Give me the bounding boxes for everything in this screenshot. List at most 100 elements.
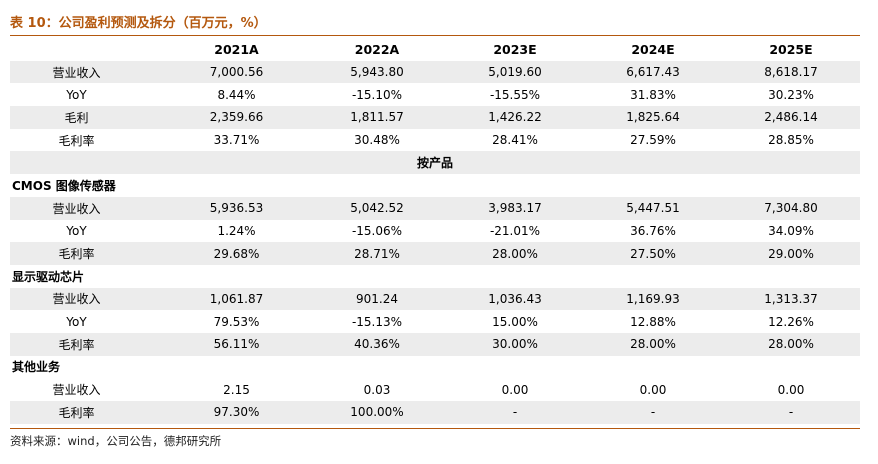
- table-cell: 0.00: [639, 382, 667, 397]
- table-cell: 97.30%: [165, 401, 308, 424]
- header-cell-2021A: 2021A: [214, 41, 259, 57]
- section-row-display-driver: 显示驱动芯片: [10, 265, 860, 288]
- table-cell: 28.00%: [722, 332, 860, 356]
- row-label: YoY: [66, 223, 87, 238]
- table-cell: 1.24%: [217, 223, 256, 238]
- table-cell: 56.11%: [165, 332, 308, 356]
- table-cell: 0.00: [501, 382, 529, 397]
- row-label: 营业收入: [52, 383, 101, 398]
- table-cell: 5,042.52: [308, 196, 446, 220]
- header-cell-2022A: 2022A: [354, 41, 400, 57]
- table-cell: 30.48%: [354, 133, 400, 148]
- table-cell: 27.50%: [584, 242, 722, 265]
- section-row-by-product: 按产品: [10, 151, 860, 175]
- table-cell: -15.06%: [351, 223, 403, 238]
- table-cell: 8,618.17: [722, 60, 860, 84]
- table-cell: 7,000.56: [165, 60, 308, 84]
- table-title: 表 10：公司盈利预测及拆分（百万元，%）: [10, 16, 267, 31]
- table-cell: 3,983.17: [446, 196, 584, 220]
- table-row: 毛利率 56.11% 40.36% 30.00% 28.00% 28.00%: [10, 332, 860, 356]
- table-cell: 0.03: [363, 382, 391, 397]
- table-cell: -21.01%: [489, 223, 541, 238]
- table-cell: 28.85%: [768, 133, 814, 148]
- row-label: 毛利率: [58, 133, 95, 148]
- section-row-other: 其他业务: [10, 356, 860, 379]
- forecast-table: 2021A 2022A 2023E 2024E 2025E 营业收入 7,000…: [10, 38, 860, 424]
- table-cell: 1,811.57: [308, 106, 446, 129]
- table-cell: 29.68%: [165, 242, 308, 265]
- row-label: 营业收入: [10, 60, 165, 84]
- table-row: 营业收入 2.15 0.03 0.00 0.00 0.00: [10, 378, 860, 401]
- table-row: 毛利率 29.68% 28.71% 28.00% 27.50% 29.00%: [10, 242, 860, 265]
- table-cell: 12.26%: [768, 314, 814, 329]
- table-cell: 27.59%: [630, 133, 676, 148]
- table-row: YoY 79.53% -15.13% 15.00% 12.88% 12.26%: [10, 310, 860, 333]
- header-cell-2024E: 2024E: [631, 41, 675, 57]
- table-cell: 36.76%: [630, 223, 676, 238]
- table-cell: -15.10%: [351, 87, 403, 102]
- table-row: 营业收入 7,000.56 5,943.80 5,019.60 6,617.43…: [10, 60, 860, 84]
- table-cell: 15.00%: [492, 314, 538, 329]
- table-cell: 79.53%: [213, 314, 260, 329]
- table-cell: 2.15: [223, 382, 250, 397]
- table-cell: 30.23%: [768, 87, 814, 102]
- table-cell: 2,486.14: [722, 106, 860, 129]
- table-row: 营业收入 1,061.87 901.24 1,036.43 1,169.93 1…: [10, 287, 860, 311]
- segment-name: 其他业务: [12, 360, 61, 375]
- table-cell: 1,169.93: [584, 287, 722, 311]
- row-label: 毛利率: [10, 401, 165, 424]
- row-label: 毛利率: [10, 332, 165, 356]
- table-cell: 1,426.22: [446, 106, 584, 129]
- table-cell: 28.00%: [584, 332, 722, 356]
- table-cell: 31.83%: [630, 87, 676, 102]
- table-cell: -: [584, 401, 722, 424]
- table-cell: 40.36%: [308, 332, 446, 356]
- table-cell: 6,617.43: [584, 60, 722, 84]
- header-cell-blank: [10, 38, 165, 61]
- table-cell: 1,036.43: [446, 287, 584, 311]
- table-cell: 28.00%: [446, 242, 584, 265]
- header-row: 2021A 2022A 2023E 2024E 2025E: [10, 38, 860, 61]
- row-label: 毛利: [10, 106, 165, 129]
- row-label: YoY: [66, 314, 87, 329]
- table-cell: 0.00: [777, 382, 805, 397]
- header-cell-2023E: 2023E: [493, 41, 537, 57]
- by-product-label: 按产品: [10, 151, 860, 175]
- table-cell: 100.00%: [308, 401, 446, 424]
- table-cell: 5,936.53: [165, 196, 308, 220]
- table-cell: 7,304.80: [722, 196, 860, 220]
- table-cell: 34.09%: [768, 223, 814, 238]
- table-cell: 28.71%: [308, 242, 446, 265]
- table-cell: 2,359.66: [165, 106, 308, 129]
- table-cell: -: [446, 401, 584, 424]
- row-label: YoY: [66, 87, 87, 102]
- source-note: 资料来源：wind，公司公告，德邦研究所: [10, 434, 222, 448]
- table-cell: -15.13%: [351, 314, 403, 329]
- table-row: 毛利 2,359.66 1,811.57 1,426.22 1,825.64 2…: [10, 106, 860, 129]
- table-cell: 28.41%: [492, 133, 538, 148]
- table-cell: 1,061.87: [165, 287, 308, 311]
- table-cell: 8.44%: [217, 87, 256, 102]
- row-label: 营业收入: [10, 287, 165, 311]
- header-cell-2025E: 2025E: [769, 41, 813, 57]
- table-row: 毛利率 33.71% 30.48% 28.41% 27.59% 28.85%: [10, 129, 860, 152]
- bottom-divider: [10, 428, 860, 429]
- table-row: 毛利率 97.30% 100.00% - - -: [10, 401, 860, 424]
- table-cell: 33.71%: [213, 133, 260, 148]
- table-row: 营业收入 5,936.53 5,042.52 3,983.17 5,447.51…: [10, 196, 860, 220]
- table-cell: 5,943.80: [308, 60, 446, 84]
- table-row: YoY 1.24% -15.06% -21.01% 36.76% 34.09%: [10, 220, 860, 243]
- table-row: YoY 8.44% -15.10% -15.55% 31.83% 30.23%: [10, 83, 860, 106]
- table-cell: 1,825.64: [584, 106, 722, 129]
- table-cell: 5,019.60: [446, 60, 584, 84]
- table-cell: 12.88%: [630, 314, 676, 329]
- table-cell: 901.24: [308, 287, 446, 311]
- row-label: 营业收入: [10, 196, 165, 220]
- row-label: 毛利率: [10, 242, 165, 265]
- table-cell: 29.00%: [722, 242, 860, 265]
- table-cell: -15.55%: [489, 87, 541, 102]
- table-cell: 30.00%: [446, 332, 584, 356]
- segment-name: 显示驱动芯片: [12, 269, 85, 284]
- table-cell: 1,313.37: [722, 287, 860, 311]
